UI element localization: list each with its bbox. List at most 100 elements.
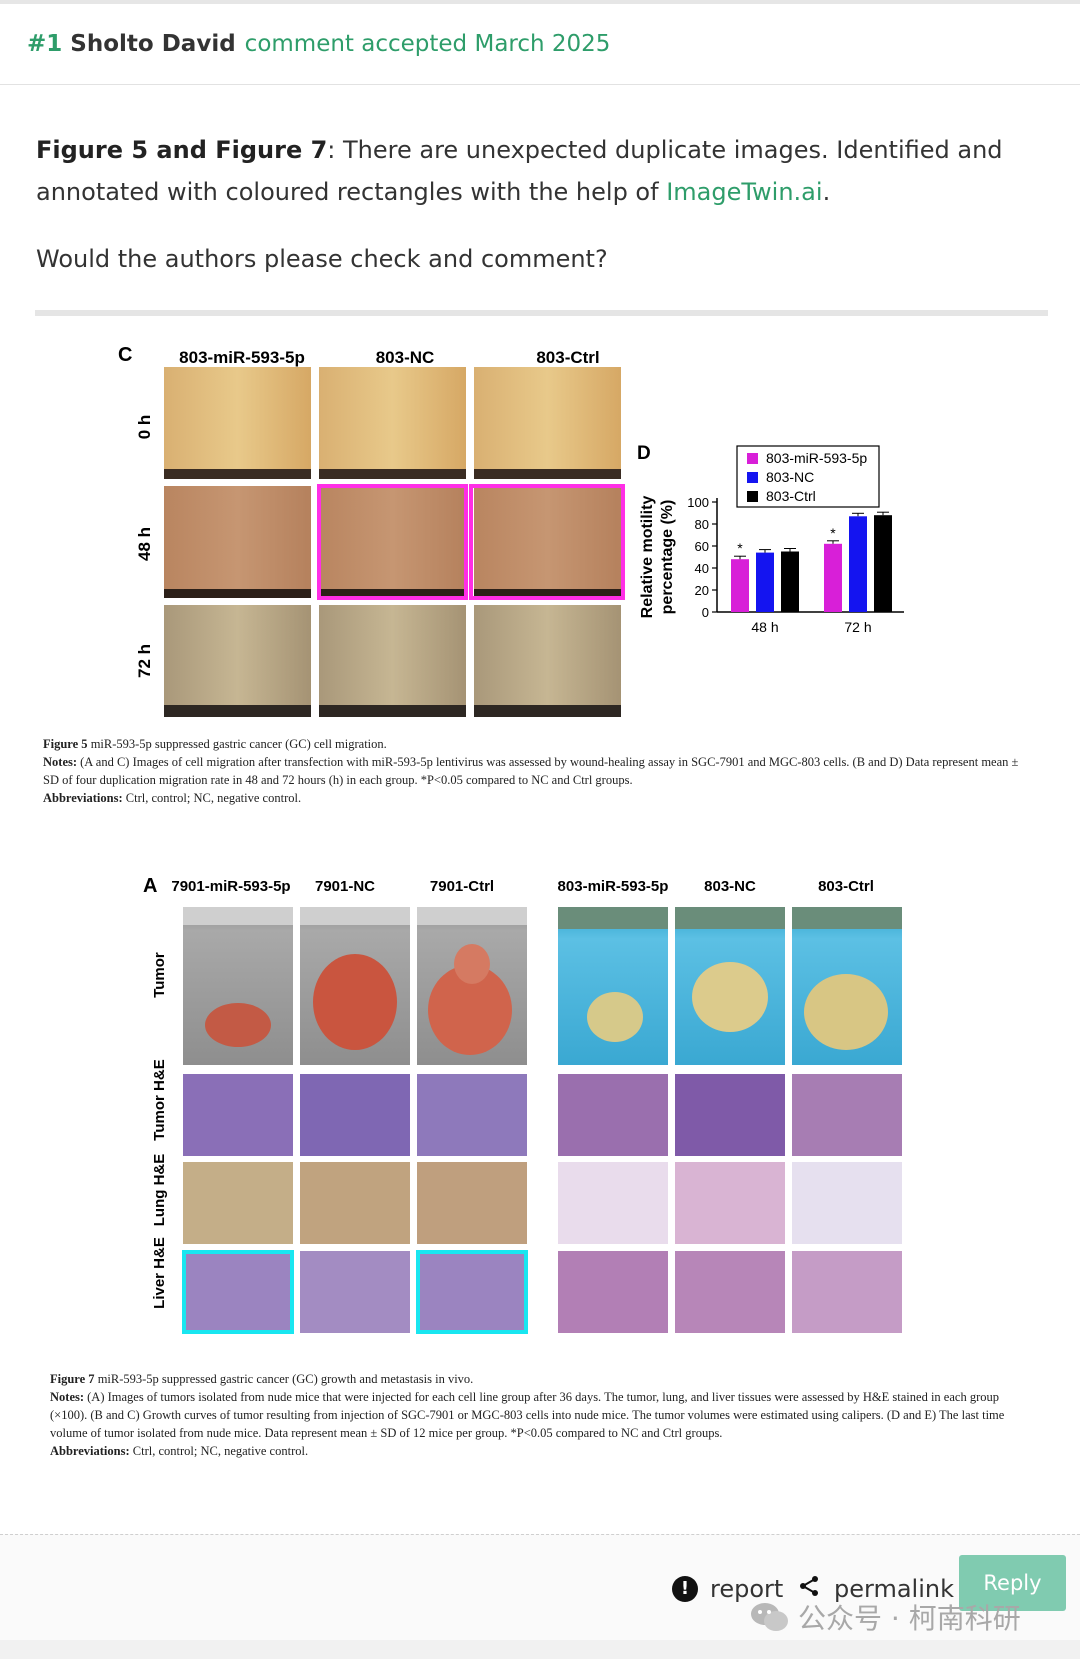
y-tick-label: 60 [695, 539, 709, 554]
tumor-he-803-mir [558, 1074, 668, 1156]
fig7-caption-notes: (A) Images of tumors isolated from nude … [50, 1390, 1005, 1440]
permalink-label: permalink [834, 1575, 954, 1603]
fig7-row-label-liver-he: Liver H&E [151, 1237, 168, 1309]
lung-he-803-nc [675, 1162, 785, 1244]
fig5-row-label-48h: 48 h [135, 527, 154, 561]
comment-text: : There are unexpected duplicate images.… [36, 136, 1003, 206]
tumor-he-803-nc [675, 1074, 785, 1156]
fig7-row-label-lung-he: Lung H&E [151, 1154, 168, 1227]
tumor-photo-803-ctrl [792, 907, 902, 1065]
watermark: 公众号 · 柯南科研 [750, 1597, 1021, 1637]
figure-7: A 7901-miR-593-5p 7901-NC 7901-Ctrl 803-… [40, 872, 1040, 1462]
report-label: report [710, 1575, 784, 1603]
reply-button[interactable]: Reply [959, 1555, 1066, 1611]
legend-label: 803-Ctrl [766, 488, 816, 504]
bar [874, 515, 892, 612]
wound-image-0h-ctrl [474, 367, 621, 479]
fig5-caption-notes-label: Notes: [43, 755, 78, 769]
duplicate-highlight-box [182, 1250, 294, 1334]
y-tick-label: 100 [687, 495, 709, 510]
fig7-caption-title-label: Figure 7 [50, 1372, 95, 1386]
duplicate-highlight-box [416, 1250, 528, 1334]
fig5-caption-abbr-label: Abbreviations: [43, 791, 123, 805]
panel-d-label: D [637, 443, 651, 464]
duplicate-highlight-box [317, 484, 468, 600]
wound-image-72h-mir [164, 605, 311, 717]
comment-lead: Figure 5 and Figure 7 [36, 136, 328, 164]
chart-legend [736, 445, 880, 508]
imagetwin-link[interactable]: ImageTwin.ai [666, 178, 823, 206]
lung-he-7901-mir [183, 1162, 293, 1244]
quote-divider [35, 310, 1048, 316]
figure-7-caption: Figure 7 miR-593-5p suppressed gastric c… [50, 1370, 1035, 1460]
liver-he-803-ctrl [792, 1251, 902, 1333]
y-axis-label: percentage (%) [659, 500, 676, 615]
bar [756, 552, 774, 612]
fig5-col-header-3: 803-Ctrl [536, 348, 599, 367]
bar [824, 543, 842, 612]
fig5-row-label-0h: 0 h [135, 415, 154, 440]
fig7-caption-title: miR-593-5p suppressed gastric cancer (GC… [94, 1372, 474, 1386]
tumor-photo-7901-ctrl [417, 907, 527, 1065]
permalink-link[interactable]: permalink [798, 1575, 954, 1603]
fig5-caption-title: miR-593-5p suppressed gastric cancer (GC… [87, 737, 387, 751]
fig5-caption-abbr: Ctrl, control; NC, negative control. [122, 791, 302, 805]
tumor-photo-7901-nc [300, 907, 410, 1065]
tumor-he-7901-mir [183, 1074, 293, 1156]
comment-header: #1 Sholto David comment accepted March 2… [0, 4, 1080, 85]
legend-swatch [747, 453, 758, 464]
figure-5: C 803-miR-593-5p 803-NC 803-Ctrl 0 h 48 … [40, 339, 1040, 849]
bar [849, 516, 867, 612]
comment-body: Figure 5 and Figure 7: There are unexpec… [36, 129, 1046, 280]
legend-swatch [747, 472, 758, 483]
y-tick-label: 20 [695, 583, 709, 598]
comment-author[interactable]: Sholto David [70, 31, 236, 57]
y-axis-label: Relative motility [639, 496, 656, 619]
liver-he-7901-mir [183, 1251, 293, 1333]
legend-swatch [747, 491, 758, 502]
figure-5-caption: Figure 5 miR-593-5p suppressed gastric c… [43, 735, 1033, 807]
tumor-he-803-ctrl [792, 1074, 902, 1156]
significance-mark: * [737, 540, 743, 556]
fig7-row-label-tumor: Tumor [151, 952, 168, 998]
lung-he-803-mir [558, 1162, 668, 1244]
comment-footer: ! report permalink Reply 公众号 · 柯南科研 [0, 1534, 1080, 1640]
fig5-row-label-72h: 72 h [135, 644, 154, 678]
comment-number[interactable]: #1 [27, 31, 63, 57]
figure-7-graphic: A 7901-miR-593-5p 7901-NC 7901-Ctrl 803-… [143, 875, 902, 1334]
lung-he-803-ctrl [792, 1162, 902, 1244]
x-tick-label: 48 h [751, 619, 778, 635]
figure-5-graphic: C 803-miR-593-5p 803-NC 803-Ctrl 0 h 48 … [118, 344, 904, 717]
comment-paragraph: Figure 5 and Figure 7: There are unexpec… [36, 129, 1046, 213]
liver-he-7901-ctrl [417, 1251, 527, 1333]
tumor-he-7901-ctrl [417, 1074, 527, 1156]
fig7-right-header-3: 803-Ctrl [818, 878, 874, 895]
tumor-he-7901-nc [300, 1074, 410, 1156]
lung-he-7901-ctrl [417, 1162, 527, 1244]
legend-label: 803-NC [766, 469, 814, 485]
tumor-photo-803-mir [558, 907, 668, 1065]
panel-a-label: A [143, 875, 157, 897]
wound-image-48h-mir [164, 486, 311, 598]
panel-c-label: C [118, 344, 132, 366]
wound-image-0h-nc [319, 367, 466, 479]
wound-image-72h-ctrl [474, 605, 621, 717]
alert-icon: ! [672, 1576, 698, 1602]
fig7-row-label-tumor-he: Tumor H&E [151, 1059, 168, 1140]
fig7-caption-abbr: Ctrl, control; NC, negative control. [129, 1444, 309, 1458]
duplicate-highlight-box [469, 484, 625, 600]
wound-image-48h-nc [319, 486, 466, 598]
fig7-left-header-2: 7901-NC [315, 878, 375, 895]
wound-image-48h-ctrl [474, 486, 621, 598]
motility-bar-chart: 0 20 40 60 80 100 Relative motility percentage … [639, 445, 904, 635]
fig5-caption-notes: (A and C) Images of cell migration after… [43, 755, 1019, 787]
fig7-caption-notes-label: Notes: [50, 1390, 85, 1404]
significance-mark: * [830, 525, 836, 541]
bar [731, 559, 749, 612]
liver-he-803-nc [675, 1251, 785, 1333]
tumor-photo-803-nc [675, 907, 785, 1065]
fig7-caption-abbr-label: Abbreviations: [50, 1444, 130, 1458]
watermark-text: 公众号 · 柯南科研 [798, 1602, 1021, 1635]
report-link[interactable]: ! report [672, 1575, 783, 1603]
